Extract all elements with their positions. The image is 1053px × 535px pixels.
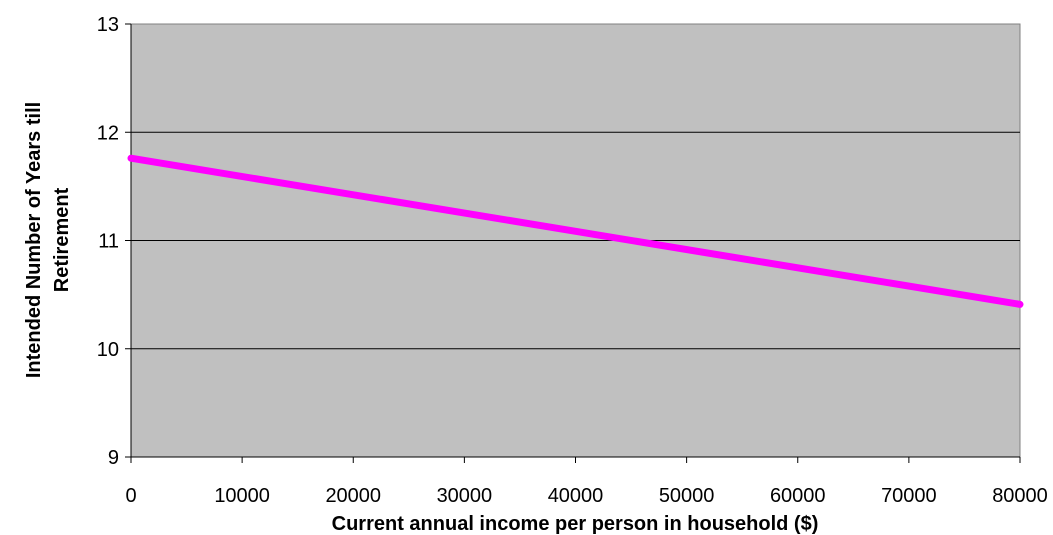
y-tick-label: 12 — [97, 122, 119, 144]
y-tick-label: 10 — [97, 339, 119, 361]
y-axis-title-line-2: Retirement — [51, 187, 73, 292]
x-tick-label: 0 — [125, 485, 136, 507]
x-axis-ticks: 0 10000 20000 30000 40000 50000 60000 70000 8000… — [125, 456, 1048, 507]
y-axis-title: Intended Number of Years till Retirement — [23, 102, 73, 378]
x-tick-label: 20000 — [325, 485, 381, 507]
y-tick-label: 11 — [98, 231, 119, 253]
series-group — [127, 154, 1024, 308]
x-tick-label: 30000 — [437, 485, 493, 507]
x-tick-label: 50000 — [659, 485, 715, 507]
x-tick-label: 60000 — [770, 485, 826, 507]
y-tick-label: 9 — [108, 447, 119, 469]
gridlines — [131, 131, 1020, 350]
y-axis-ticks: 9 10 11 12 13 — [97, 14, 132, 469]
y-axis-title-line-1: Intended Number of Years till — [23, 102, 45, 378]
x-tick-label: 40000 — [548, 485, 604, 507]
y-tick-label: 13 — [97, 14, 119, 36]
x-tick-label: 80000 — [992, 485, 1048, 507]
series-line-0 — [127, 154, 1024, 308]
x-axis-title: Current annual income per person in hous… — [332, 513, 819, 535]
x-tick-label: 70000 — [881, 485, 937, 507]
x-tick-label: 10000 — [214, 485, 270, 507]
